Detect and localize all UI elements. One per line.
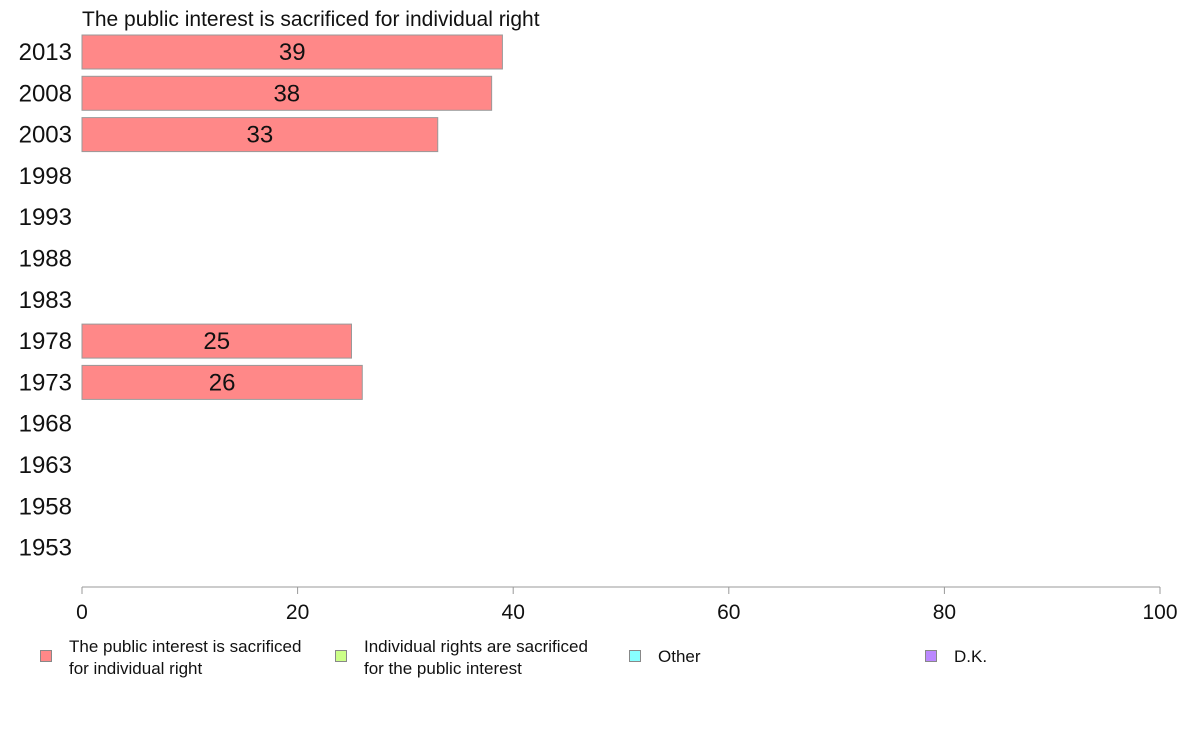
x-tick-label-60: 60 [717,601,740,624]
chart-title: The public interest is sacrificed for in… [82,8,540,31]
data-label-1973: 26 [209,369,236,396]
legend-label: D.K. [954,647,988,666]
category-label-2003: 2003 [19,122,72,149]
x-tick-label-0: 0 [76,601,88,624]
legend-item-2: Individual rights are sacrificed for the… [335,636,588,680]
x-tick-label-40: 40 [502,601,525,624]
bar-1978 [81,323,352,359]
category-label-2013: 2013 [19,39,72,66]
x-tick-label-100: 100 [1142,601,1177,624]
bar-2003 [81,117,439,153]
data-label-2013: 39 [279,39,306,66]
category-label-1978: 1978 [19,328,72,355]
legend-item-3: Other [629,636,701,668]
bar-2008 [81,75,493,111]
x-tick-label-20: 20 [286,601,309,624]
legend-swatch [925,650,937,662]
x-tick-label-80: 80 [933,601,956,624]
bars: 39 38 33 25 26 [81,34,503,400]
category-label-1953: 1953 [19,535,72,562]
data-label-2003: 33 [247,122,274,149]
category-label-1958: 1958 [19,493,72,520]
category-label-1998: 1998 [19,163,72,190]
category-label-1993: 1993 [19,204,72,231]
category-label-1968: 1968 [19,411,72,438]
data-label-2008: 38 [273,80,300,107]
x-axis: 0 20 40 60 80 100 [76,586,1178,624]
legend-label: Other [658,647,701,666]
category-label-2008: 2008 [19,80,72,107]
category-label-1988: 1988 [19,246,72,273]
legend-item-4: D.K. [925,636,987,668]
legend-label: Individual rights are sacrificed for the… [364,637,588,678]
category-label-1963: 1963 [19,452,72,479]
category-label-1973: 1973 [19,369,72,396]
legend-swatch [629,650,641,662]
legend-label: The public interest is sacrificed for in… [69,637,302,678]
legend-swatch [335,650,347,662]
category-labels: 2013 2008 2003 1998 1993 1988 1983 1978 1973 1968… [19,39,72,562]
category-label-1983: 1983 [19,287,72,314]
legend-item-1: The public interest is sacrificed for in… [40,636,301,680]
bar-1973 [81,364,363,400]
legend-swatch [40,650,52,662]
legend: The public interest is sacrificed for in… [0,636,1188,696]
data-label-1978: 25 [203,328,230,355]
bar-2013 [81,34,503,70]
